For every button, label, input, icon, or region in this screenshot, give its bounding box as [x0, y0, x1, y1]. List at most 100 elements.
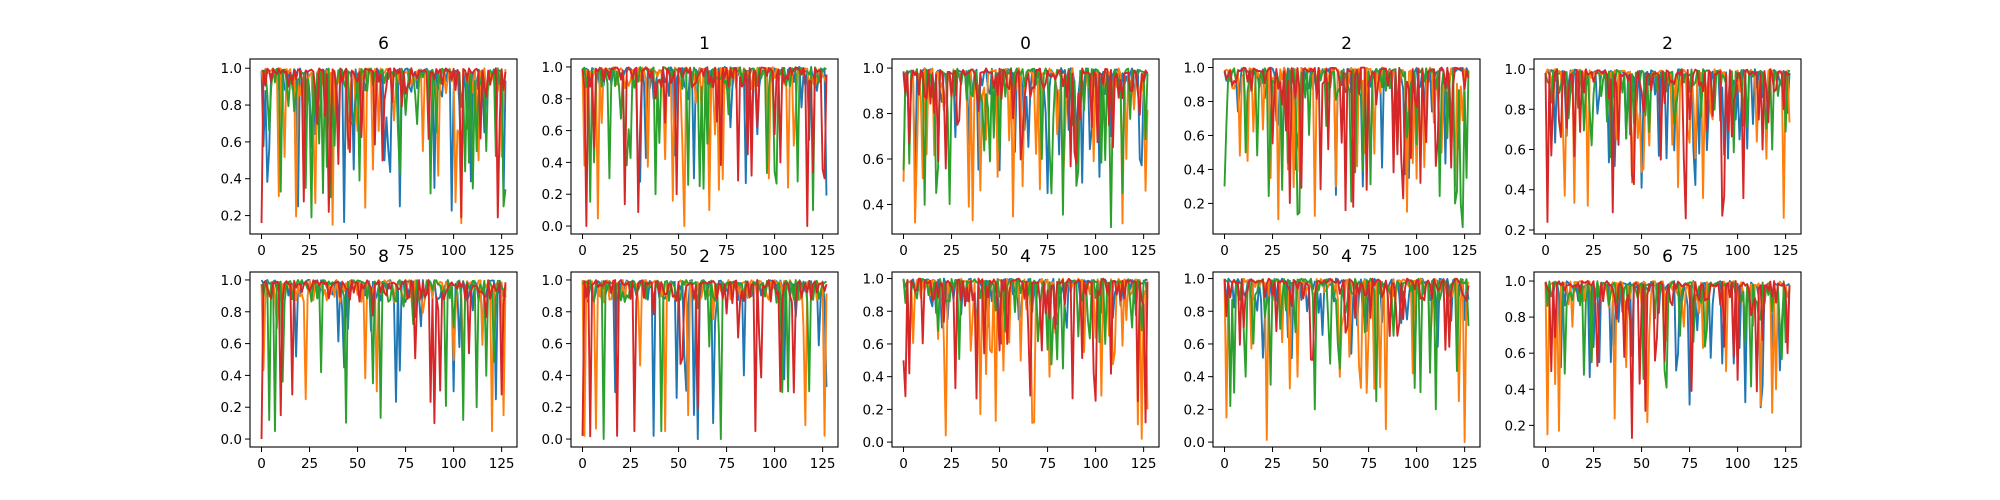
- subplot-1: 0 25 50 75 100 125 0.0 0.2 0.4 0.6 0.8 1.0 1: [542, 34, 839, 259]
- x-tick-label: 75: [397, 456, 414, 472]
- y-tick-label: 0.6: [863, 337, 884, 353]
- x-tick-label: 75: [1681, 243, 1698, 259]
- series-group: [1544, 68, 1791, 223]
- x-tick-label: 50: [349, 456, 366, 472]
- x-tick-label: 125: [1773, 456, 1799, 472]
- x-tick-label: 50: [991, 456, 1008, 472]
- series-line-3: [1223, 277, 1470, 361]
- x-tick-label: 100: [1083, 243, 1109, 259]
- y-tick-label: 0.4: [1184, 370, 1205, 386]
- x-tick-label: 50: [1633, 243, 1650, 259]
- x-tick-label: 25: [301, 243, 318, 259]
- series-line-3: [1544, 68, 1790, 223]
- x-tick-label: 0: [1541, 456, 1550, 472]
- x-tick-label: 75: [1681, 456, 1698, 472]
- series-group: [581, 279, 828, 440]
- x-tick-label: 100: [1083, 456, 1109, 472]
- axes-frame: [1212, 58, 1481, 235]
- subplot-title: 8: [378, 247, 389, 267]
- y-tick-label: 0.6: [221, 135, 242, 151]
- y-tick-label: 0.2: [1505, 418, 1526, 434]
- x-tick-label: 100: [441, 456, 467, 472]
- x-tick-label: 100: [762, 456, 788, 472]
- axes-frame: [570, 271, 839, 448]
- subplot-title: 4: [1341, 247, 1352, 267]
- x-tick-label: 75: [718, 456, 735, 472]
- series-line-2: [1544, 68, 1791, 159]
- series-group: [902, 67, 1149, 229]
- y-tick-label: 0.8: [863, 304, 884, 320]
- subplot-title: 6: [378, 34, 389, 54]
- series-line-3: [902, 277, 1149, 424]
- series-group: [902, 277, 1149, 440]
- y-tick-label: 0.4: [542, 368, 563, 384]
- x-tick-label: 50: [349, 243, 366, 259]
- y-tick-label: 1.0: [1184, 272, 1205, 288]
- x-tick-label: 75: [397, 243, 414, 259]
- y-tick-label: 0.6: [1505, 346, 1526, 362]
- y-tick-label: 0.2: [1184, 196, 1205, 212]
- y-tick-label: 0.2: [542, 400, 563, 416]
- y-tick-label: 1.0: [221, 61, 242, 77]
- axes-frame: [891, 271, 1160, 448]
- series-line-2: [260, 279, 507, 433]
- series-group: [1223, 277, 1470, 444]
- subplot-3: 0 25 50 75 100 125 0.2 0.4 0.6 0.8 1.0 2: [1184, 34, 1481, 259]
- axes-frame: [1533, 58, 1802, 235]
- x-tick-label: 25: [622, 243, 639, 259]
- x-tick-label: 25: [1264, 456, 1281, 472]
- subplot-title: 2: [699, 247, 710, 267]
- x-tick-label: 75: [1039, 456, 1056, 472]
- y-tick-label: 0.0: [542, 219, 563, 235]
- x-tick-label: 125: [489, 456, 515, 472]
- y-tick-label: 1.0: [863, 61, 884, 77]
- x-tick-label: 25: [1585, 456, 1602, 472]
- x-tick-label: 125: [489, 243, 515, 259]
- subplot-title: 4: [1020, 247, 1031, 267]
- y-tick-label: 0.0: [1184, 435, 1205, 451]
- y-tick-label: 0.8: [542, 92, 563, 108]
- y-tick-label: 0.2: [221, 209, 242, 225]
- x-tick-label: 75: [1360, 243, 1377, 259]
- series-line-2: [261, 67, 507, 219]
- y-tick-label: 0.2: [542, 187, 563, 203]
- y-tick-label: 0.8: [221, 98, 242, 114]
- subplot-6: 0 25 50 75 100 125 0.0 0.2 0.4 0.6 0.8 1.0 2: [542, 247, 839, 472]
- axes-frame: [570, 58, 839, 235]
- y-tick-label: 1.0: [1184, 60, 1205, 76]
- y-tick-label: 1.0: [221, 273, 242, 289]
- x-tick-label: 75: [1039, 243, 1056, 259]
- y-tick-label: 0.8: [221, 305, 242, 321]
- x-tick-label: 0: [578, 456, 587, 472]
- x-tick-label: 50: [1312, 456, 1329, 472]
- x-tick-label: 100: [1404, 243, 1430, 259]
- subplot-2: 0 25 50 75 100 125 0.4 0.6 0.8 1.0 0: [863, 34, 1160, 259]
- x-tick-label: 125: [1773, 243, 1799, 259]
- series-group: [260, 279, 507, 440]
- x-tick-label: 125: [1131, 243, 1157, 259]
- x-tick-label: 25: [943, 243, 960, 259]
- x-tick-label: 0: [578, 243, 587, 259]
- y-tick-label: 0.6: [1184, 128, 1205, 144]
- y-tick-label: 0.6: [542, 337, 563, 353]
- series-line-3: [260, 279, 507, 440]
- subplot-title: 0: [1020, 34, 1031, 54]
- series-group: [260, 67, 507, 226]
- y-tick-label: 0.6: [221, 337, 242, 353]
- x-tick-label: 100: [441, 243, 467, 259]
- x-tick-label: 50: [1633, 456, 1650, 472]
- subplot-0: 0 25 50 75 100 125 0.2 0.4 0.6 0.8 1.0 6: [221, 34, 518, 259]
- y-tick-label: 0.4: [863, 197, 884, 213]
- x-tick-label: 25: [1585, 243, 1602, 259]
- y-tick-label: 0.4: [863, 370, 884, 386]
- y-tick-label: 0.0: [542, 432, 563, 448]
- x-tick-label: 75: [718, 243, 735, 259]
- y-tick-label: 0.8: [863, 107, 884, 123]
- x-tick-label: 50: [1312, 243, 1329, 259]
- x-tick-label: 0: [899, 456, 908, 472]
- y-tick-label: 0.2: [863, 402, 884, 418]
- axes-frame: [1212, 271, 1481, 448]
- y-tick-label: 0.8: [1505, 102, 1526, 118]
- subplot-title: 1: [699, 34, 710, 54]
